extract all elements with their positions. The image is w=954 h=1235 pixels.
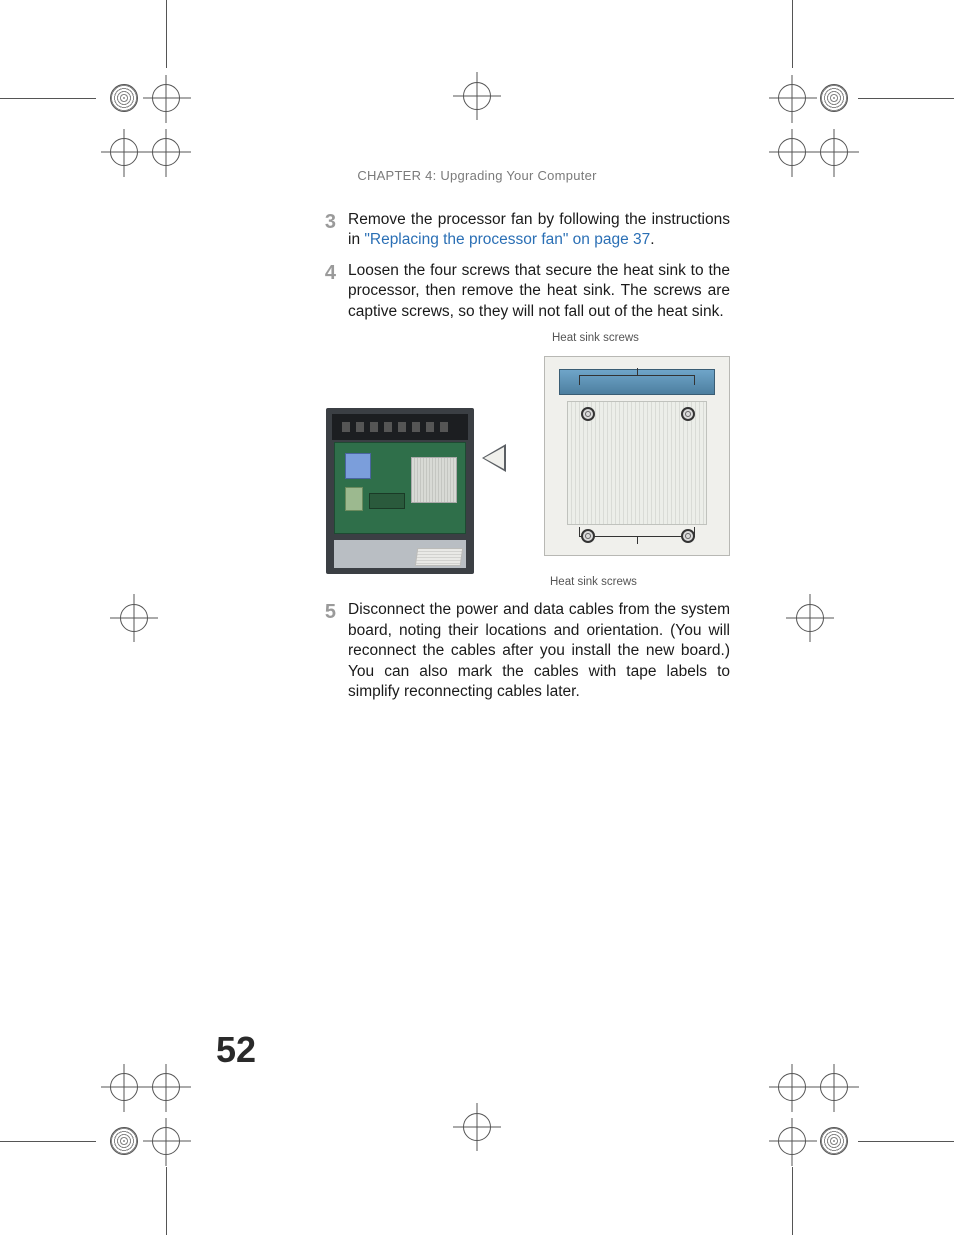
crop-mark-left-mid — [110, 594, 158, 642]
chapter-title: Upgrading Your Computer — [440, 168, 596, 183]
chapter-label: CHAPTER 4: — [357, 168, 436, 183]
step-number: 4 — [312, 261, 338, 322]
heat-sink-figure: Heat sink screws — [312, 332, 730, 588]
step-3: 3 Remove the processor fan by following … — [312, 210, 730, 251]
step-text: Loosen the four screws that secure the h… — [338, 261, 730, 322]
chip-icon — [345, 487, 363, 511]
step-number: 5 — [312, 600, 338, 702]
page-header: CHAPTER 4: Upgrading Your Computer — [0, 168, 954, 183]
step-text: Disconnect the power and data cables fro… — [338, 600, 730, 702]
bracket-top — [579, 375, 695, 385]
ribbon-cable — [415, 548, 464, 566]
page-number: 52 — [216, 1029, 256, 1071]
crop-mark-bottom-center — [453, 1103, 501, 1151]
crop-mark-top-left — [96, 68, 176, 148]
computer-case-image — [312, 402, 488, 578]
step-5: 5 Disconnect the power and data cables f… — [312, 600, 730, 702]
crop-mark-top-center — [453, 72, 501, 120]
zoom-callout-arrow — [482, 444, 506, 472]
step-text-suffix: . — [650, 231, 654, 248]
step-text: Remove the processor fan by following th… — [338, 210, 730, 251]
crop-mark-top-right — [778, 68, 858, 148]
crop-mark-bottom-left — [96, 1087, 176, 1167]
heat-sink-detail — [544, 356, 730, 556]
cross-reference-link[interactable]: "Replacing the processor fan" on page 37 — [364, 231, 650, 248]
content-body: 3 Remove the processor fan by following … — [312, 210, 730, 713]
screw-bottom-right — [681, 529, 695, 543]
case-shell — [326, 408, 474, 574]
chip-icon — [369, 493, 405, 509]
chip-icon — [345, 453, 371, 479]
crop-mark-right-mid — [786, 594, 834, 642]
step-number: 3 — [312, 210, 338, 251]
motherboard — [334, 442, 466, 534]
screw-bottom-left — [581, 529, 595, 543]
bracket-bottom — [579, 527, 695, 537]
heat-sink-on-board — [411, 457, 457, 503]
figure-label-bottom: Heat sink screws — [550, 576, 637, 588]
crop-mark-bottom-right — [778, 1087, 858, 1167]
figure-label-top: Heat sink screws — [552, 332, 639, 344]
step-4: 4 Loosen the four screws that secure the… — [312, 261, 730, 322]
drive-bay — [332, 414, 468, 440]
